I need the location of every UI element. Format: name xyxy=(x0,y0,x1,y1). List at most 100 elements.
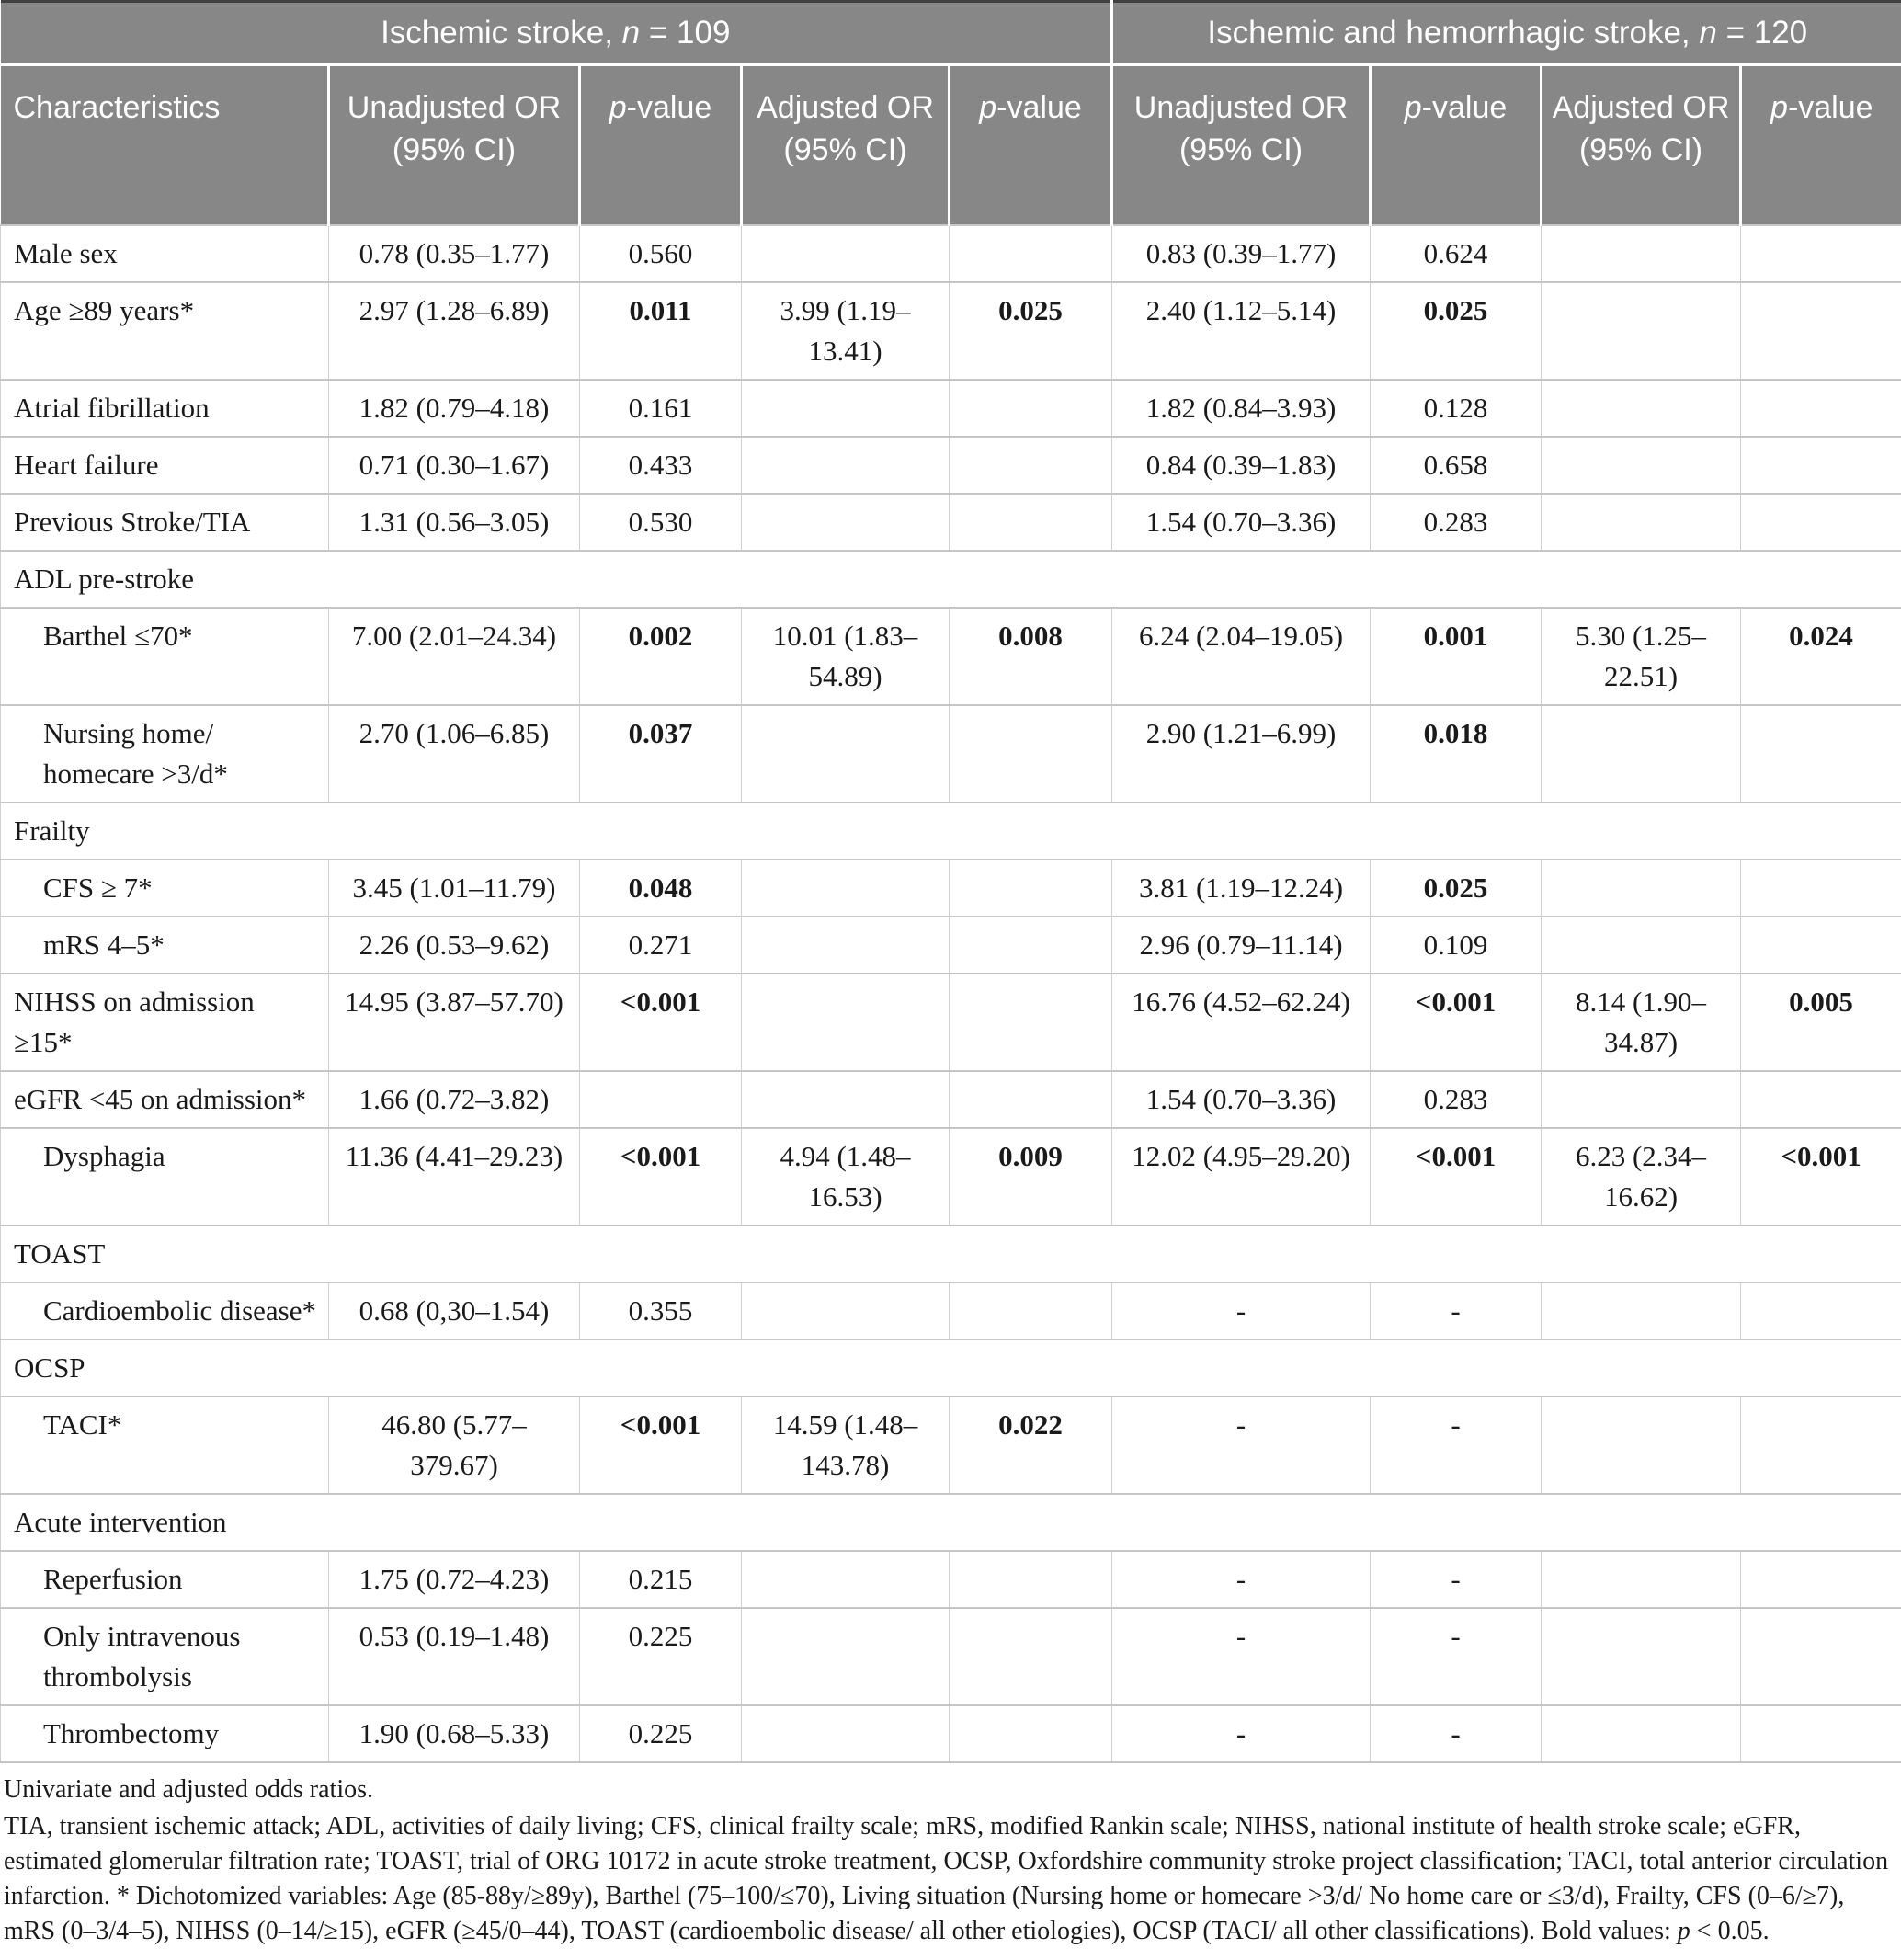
table-body: Male sex 0.78 (0.35–1.77) 0.560 0.83 (0.39–… xyxy=(0,224,1901,1763)
section-header: TOAST xyxy=(0,1225,1901,1283)
footnote-caption: Univariate and adjusted odds ratios. xyxy=(4,1775,374,1804)
col-header-pvalue-4: p-value xyxy=(1739,64,1901,225)
value-cell xyxy=(1740,704,1901,803)
value-cell xyxy=(741,1704,950,1763)
value-cell: 3.99 (1.19– 13.41) xyxy=(741,281,950,381)
value-cell xyxy=(1541,1704,1742,1763)
value-cell xyxy=(1541,916,1742,974)
value-cell xyxy=(948,379,1113,438)
value-cell xyxy=(1541,1070,1742,1129)
value-cell: 0.283 xyxy=(1370,1070,1542,1129)
value-cell: 0.018 xyxy=(1370,704,1542,803)
value-cell: - xyxy=(1111,1607,1372,1706)
value-cell: 0.84 (0.39–1.83) xyxy=(1111,436,1372,495)
value-cell xyxy=(948,1550,1113,1609)
table-row: Thrombectomy 1.90 (0.68–5.33) 0.225 - - xyxy=(0,1704,1901,1763)
section-header: OCSP xyxy=(0,1339,1901,1397)
value-cell: 1.75 (0.72–4.23) xyxy=(328,1550,580,1609)
col-header-adjusted-or-1: Adjusted OR (95% CI) xyxy=(740,64,950,225)
row-label: mRS 4–5* xyxy=(0,916,329,974)
value-cell xyxy=(1740,1550,1901,1609)
value-cell xyxy=(1740,281,1901,381)
value-cell: 2.40 (1.12–5.14) xyxy=(1111,281,1372,381)
value-cell: 1.54 (0.70–3.36) xyxy=(1111,493,1372,552)
value-cell: <0.001 xyxy=(579,1127,742,1226)
group1-text: Ischemic stroke, xyxy=(381,15,622,51)
value-cell xyxy=(948,1607,1113,1706)
value-cell: 0.008 xyxy=(948,607,1113,706)
table-row: Reperfusion 1.75 (0.72–4.23) 0.215 - - xyxy=(0,1550,1901,1609)
value-cell xyxy=(1541,379,1742,438)
value-cell xyxy=(948,436,1113,495)
table-row: Nursing home/ homecare >3/d* 2.70 (1.06–6… xyxy=(0,704,1901,803)
footnote-abbreviations: TIA, transient ischemic attack; ADL, act… xyxy=(4,1812,1889,1945)
value-cell: <0.001 xyxy=(579,1396,742,1495)
value-cell: 2.97 (1.28–6.89) xyxy=(328,281,580,381)
value-cell xyxy=(948,1282,1113,1340)
value-cell: 0.530 xyxy=(579,493,742,552)
row-label: Heart failure xyxy=(0,436,329,495)
row-label: Dysphagia xyxy=(0,1127,329,1226)
group2-n-italic: n xyxy=(1699,15,1717,51)
section-row: Frailty xyxy=(0,802,1901,860)
value-cell xyxy=(1740,493,1901,552)
value-cell: 14.59 (1.48– 143.78) xyxy=(741,1396,950,1495)
value-cell: 0.025 xyxy=(948,281,1113,381)
value-cell: 0.025 xyxy=(1370,859,1542,917)
value-cell xyxy=(1541,436,1742,495)
value-cell xyxy=(948,493,1113,552)
row-label: TACI* xyxy=(0,1396,329,1495)
value-cell xyxy=(741,1070,950,1129)
section-row: TOAST xyxy=(0,1225,1901,1283)
value-cell xyxy=(1740,224,1901,283)
row-label: Atrial fibrillation xyxy=(0,379,329,438)
value-cell: 6.24 (2.04–19.05) xyxy=(1111,607,1372,706)
value-cell: 0.009 xyxy=(948,1127,1113,1226)
value-cell xyxy=(948,224,1113,283)
value-cell: 3.81 (1.19–12.24) xyxy=(1111,859,1372,917)
value-cell: 11.36 (4.41–29.23) xyxy=(328,1127,580,1226)
value-cell: 0.225 xyxy=(579,1704,742,1763)
table-row: Atrial fibrillation 1.82 (0.79–4.18) 0.161… xyxy=(0,379,1901,438)
column-header-row: Characteristics Unadjusted OR (95% CI) p… xyxy=(0,64,1901,225)
table-row: CFS ≥ 7* 3.45 (1.01–11.79) 0.048 3.81 (1.19… xyxy=(0,859,1901,917)
value-cell xyxy=(1541,493,1742,552)
value-cell xyxy=(741,1282,950,1340)
value-cell: - xyxy=(1370,1282,1542,1340)
group1-n-italic: n xyxy=(621,15,641,51)
section-header: Frailty xyxy=(0,802,1901,860)
table-header: Ischemic stroke, n = 109 Ischemic and he… xyxy=(0,1,1901,225)
value-cell xyxy=(1541,1607,1742,1706)
row-label: Thrombectomy xyxy=(0,1704,329,1763)
value-cell xyxy=(1740,859,1901,917)
value-cell xyxy=(741,916,950,974)
value-cell xyxy=(741,493,950,552)
value-cell xyxy=(741,1607,950,1706)
row-label: Previous Stroke/TIA xyxy=(0,493,329,552)
value-cell xyxy=(1740,1396,1901,1495)
value-cell xyxy=(741,379,950,438)
value-cell: 1.82 (0.79–4.18) xyxy=(328,379,580,438)
value-cell xyxy=(741,436,950,495)
group1-n-value: = 109 xyxy=(640,15,731,51)
table-row: Age ≥89 years* 2.97 (1.28–6.89) 0.011 3.99 … xyxy=(0,281,1901,381)
row-label: Only intravenous thrombolysis xyxy=(0,1607,329,1706)
row-label: Reperfusion xyxy=(0,1550,329,1609)
col-header-unadjusted-or-1: Unadjusted OR (95% CI) xyxy=(327,64,580,225)
col-header-characteristics: Characteristics xyxy=(0,64,329,225)
section-header: ADL pre-stroke xyxy=(0,550,1901,609)
value-cell: 0.128 xyxy=(1370,379,1542,438)
value-cell: 0.53 (0.19–1.48) xyxy=(328,1607,580,1706)
value-cell: 0.037 xyxy=(579,704,742,803)
row-label: Age ≥89 years* xyxy=(0,281,329,381)
row-label: Barthel ≤70* xyxy=(0,607,329,706)
value-cell: 0.225 xyxy=(579,1607,742,1706)
section-row: ADL pre-stroke xyxy=(0,550,1901,609)
col-header-pvalue-2: p-value xyxy=(947,64,1112,225)
value-cell: - xyxy=(1111,1282,1372,1340)
value-cell xyxy=(1541,1282,1742,1340)
value-cell: 10.01 (1.83– 54.89) xyxy=(741,607,950,706)
value-cell: <0.001 xyxy=(1370,973,1542,1072)
value-cell: 0.161 xyxy=(579,379,742,438)
